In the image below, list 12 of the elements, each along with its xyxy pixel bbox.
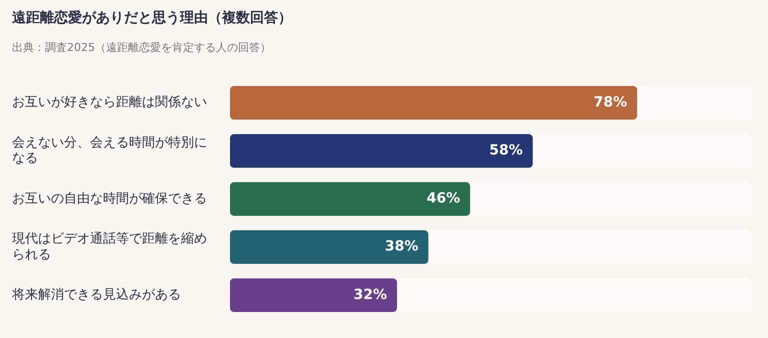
y-tick-label: 将来解消できる見込みがある xyxy=(11,288,181,303)
data-label: 46% xyxy=(426,190,460,207)
chart-title: 遠距離恋愛がありだと思う理由（複数回答） xyxy=(12,9,292,27)
text: 出典：調査2025（遠距離恋愛を肯定する人の回答） xyxy=(12,40,271,55)
data-label: 78% xyxy=(594,94,628,110)
data-label: 58% xyxy=(489,142,523,159)
y-tick-label: 現代はビデオ通話等で距離を縮められる xyxy=(12,232,207,262)
data-label: 32% xyxy=(354,286,388,303)
y-tick-label: お互いが好きなら距離は関係ない xyxy=(12,95,207,110)
data-label: 38% xyxy=(384,238,418,255)
y-tick-label: 会えない分、会える時間が特別になる xyxy=(12,135,207,166)
y-tick-label: お互いの自由な時間が確保できる xyxy=(12,191,207,206)
